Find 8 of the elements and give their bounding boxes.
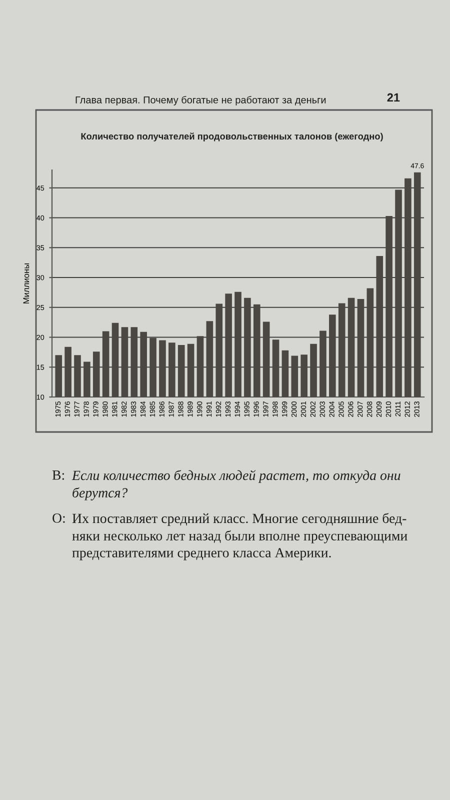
text: Если количество бедных людей растет, то откуда они берутся? (72, 470, 400, 500)
text: В: (52, 470, 64, 480)
text: О: (52, 513, 65, 523)
chart-title: Количество получателей продовольственных талонов (ежегодно) (81, 132, 383, 142)
text: Их поставляет средний класс. Многие сегодняшние бед- няки несколько лет назад были вполне преуспевающими представителями среднего класса Америки. (72, 513, 408, 560)
text: 21 (387, 93, 400, 102)
y-axis-title: Миллионы (23, 263, 30, 304)
text: Глава первая. Почему богатые не работают за деньги (76, 96, 326, 106)
